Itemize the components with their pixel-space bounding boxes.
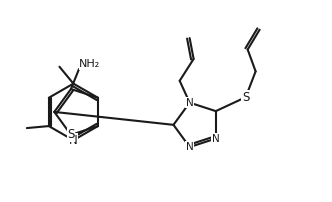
Text: N: N bbox=[186, 142, 194, 152]
Text: NH₂: NH₂ bbox=[79, 59, 101, 69]
Text: N: N bbox=[212, 134, 220, 144]
Text: S: S bbox=[67, 128, 75, 141]
Text: S: S bbox=[242, 91, 249, 104]
Text: N: N bbox=[186, 98, 194, 108]
Text: N: N bbox=[69, 134, 78, 147]
